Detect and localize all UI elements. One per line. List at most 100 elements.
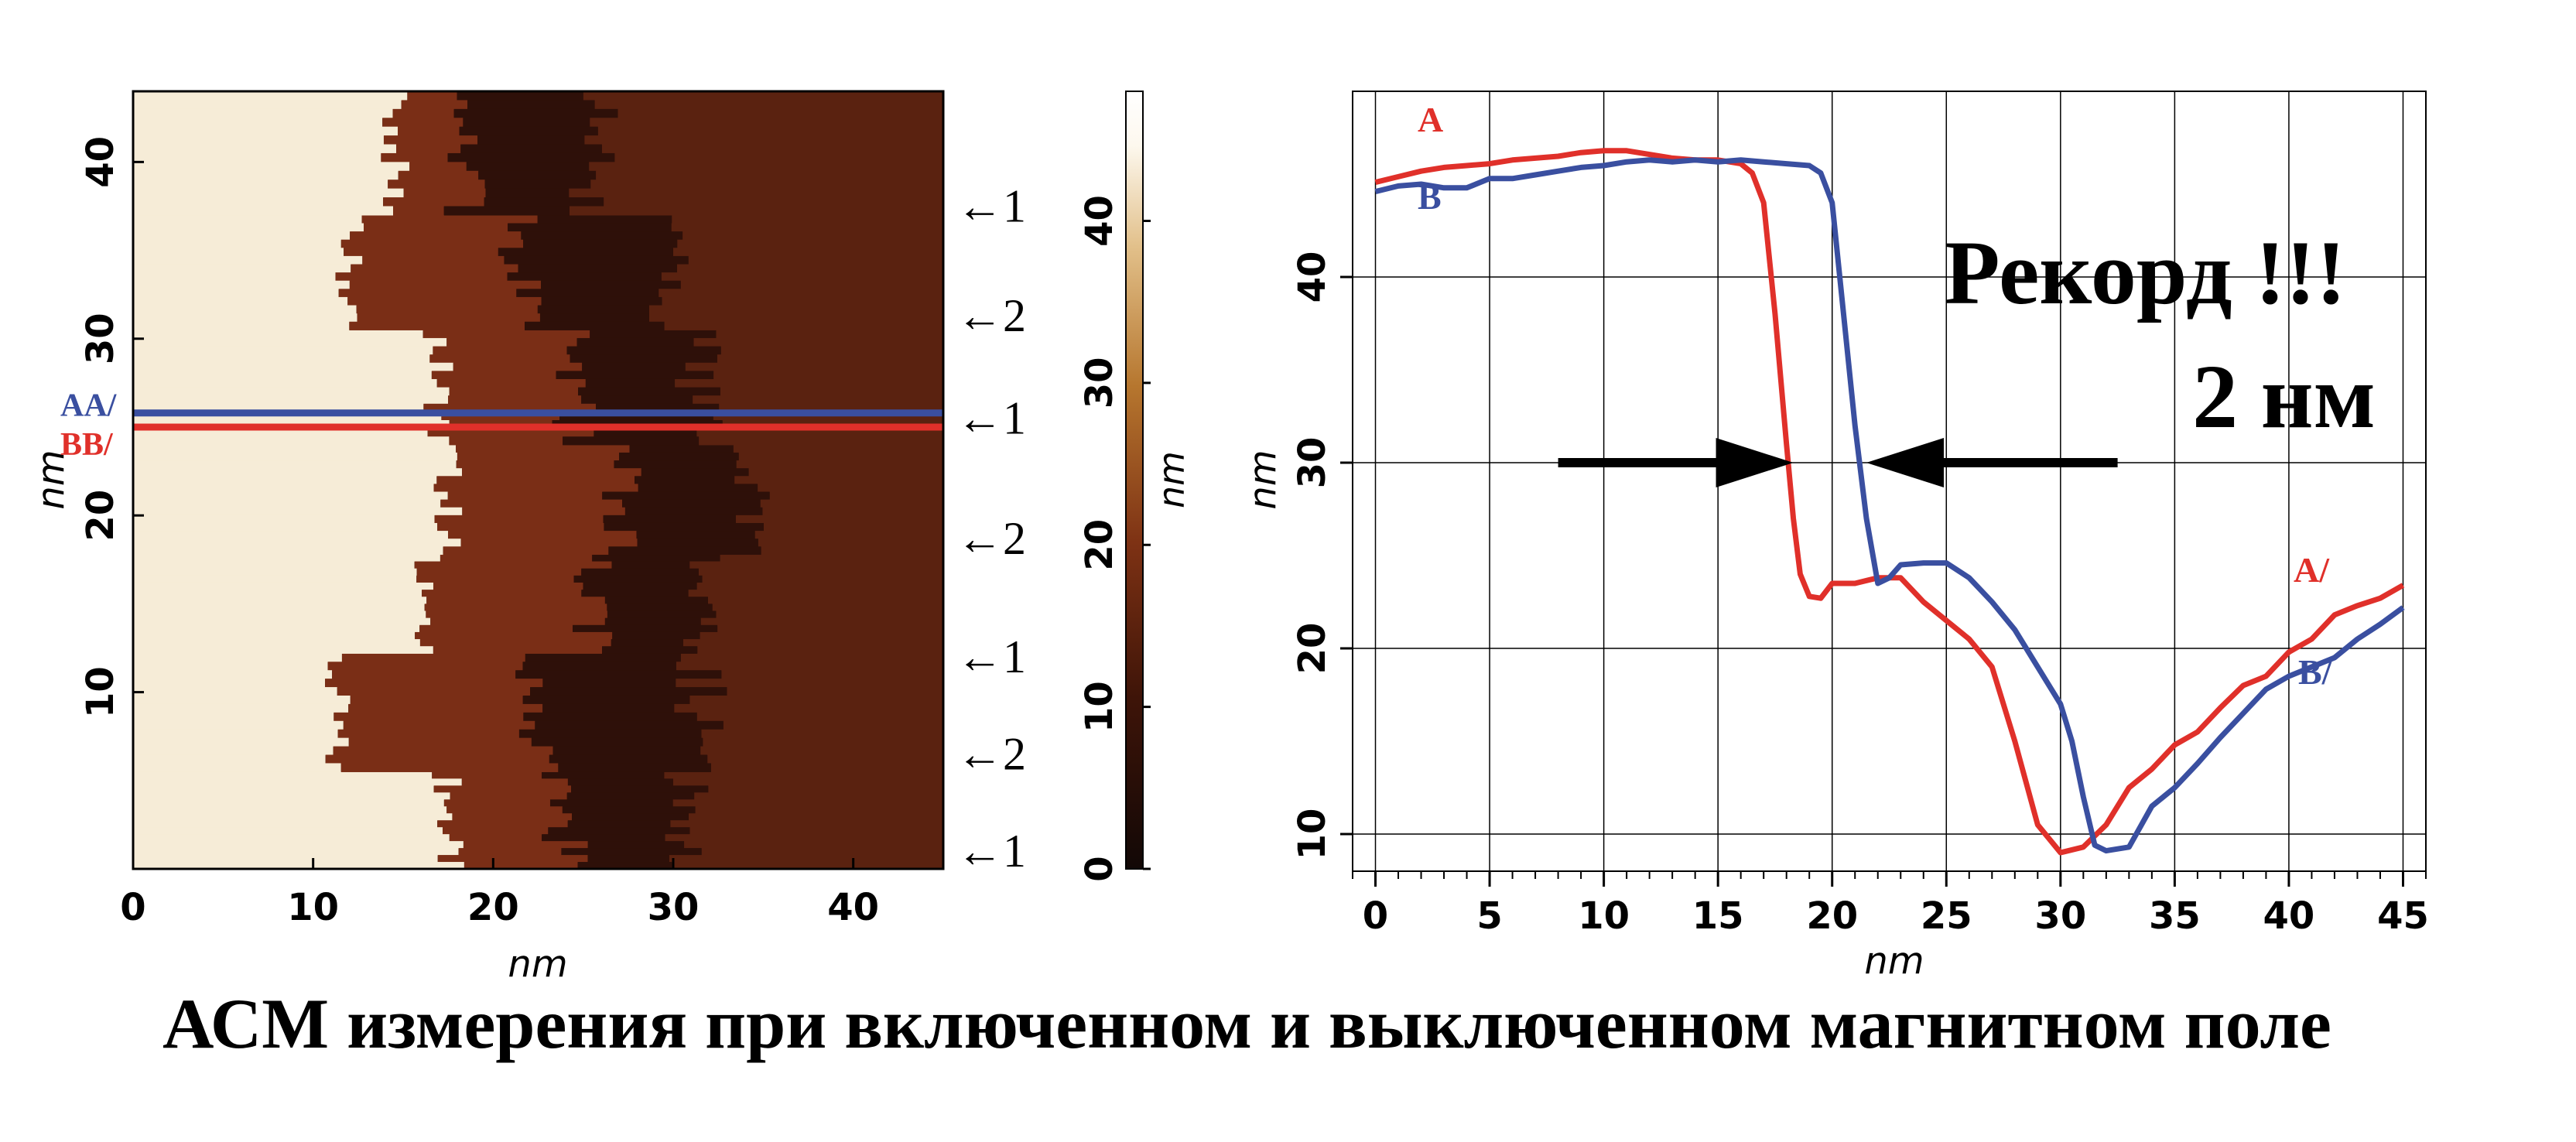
terrace-high [133,337,447,347]
terrace-high [133,248,344,257]
terrace-low [537,214,672,224]
terrace-far [676,264,943,273]
terrace-high [133,354,430,364]
terrace-mid [357,313,540,323]
terrace-high [133,575,417,583]
terrace-low [624,507,763,516]
terrace-high [133,152,381,162]
terrace-low [542,771,665,779]
terrace-high [133,670,333,679]
terrace-mid [461,778,568,786]
chart-series [1374,148,2405,856]
terrace-mid [437,522,604,532]
terrace-far [617,108,943,118]
terrace-far [720,346,943,355]
terrace-low [622,499,761,508]
terrace-high [133,313,357,323]
terrace-high [133,539,461,547]
terrace-high [133,206,394,216]
terrace-mid [325,754,549,764]
terrace-low [525,321,665,330]
terrace-mid [456,460,614,469]
terrace-far [688,813,943,821]
terrace-far [675,378,943,388]
terrace-high [133,126,399,136]
terrace-mid [337,687,531,696]
terrace-high [133,280,350,289]
terrace-far [648,313,943,323]
terrace-low [478,170,597,180]
map-x-tick-label: 10 [287,886,339,929]
colorbar: 0 10 20 30 40 nm [1078,91,1192,882]
terrace-far [659,289,943,298]
chart-x-tick-label: 10 [1578,894,1630,938]
profile-line-labels: AA/BB/ [60,388,118,463]
terrace-high [133,214,362,224]
terrace-low [453,108,618,118]
terrace-mid [462,468,641,477]
terrace-low [460,144,602,154]
series-labels: A A/B B/ [1418,100,2333,692]
terrace-mid [419,639,611,647]
map-frame [132,90,945,870]
terrace-high [133,848,459,856]
terrace-high [133,834,450,842]
chart-x-ticks: 0 5 10 15 20 25 30 35 40 45 [1352,871,2429,938]
terrace-high [133,631,416,640]
terrace-far [689,827,943,835]
terrace-low [587,855,669,863]
terrace-low [563,436,700,446]
colorbar-ticks: 0 10 20 30 40 [1078,195,1151,882]
terrace-mid [433,646,603,654]
terrace-mid [401,100,468,110]
terrace-far [700,631,943,640]
chart-x-tick-label: 35 [2149,894,2201,938]
terrace-far [748,468,943,477]
terrace-mid [364,223,508,232]
terrace-low [531,737,703,747]
terrace-far [662,296,943,306]
map-x-tick-label: 30 [648,886,700,929]
terrace-far [733,444,943,453]
terrace-mid [383,197,484,207]
terrace-low [604,617,701,626]
terrace-mid [327,662,523,671]
terrace-far [710,763,943,772]
terrace-mid [460,539,638,547]
terrace-low [484,180,591,190]
terrace-far [763,522,943,532]
terrace-low [582,362,686,371]
terrace-far [601,144,943,154]
terrace-far [695,806,943,814]
terrace-far [727,687,943,696]
terrace-low [576,337,694,347]
terrace-mid [448,395,582,405]
terrace-high [133,305,357,314]
terrace-mid [403,188,486,198]
terrace-far [716,610,943,619]
terrace-low [581,568,699,576]
terrace-low [457,91,583,101]
map-y-tick-label: 30 [79,313,122,364]
map-x-tick-label: 20 [467,886,519,929]
terrace-mid [430,617,605,626]
terrace-high [133,531,449,539]
terrace-mid [446,337,577,347]
terrace-high [133,687,337,696]
terrace-mid [356,305,538,314]
terrace-mid [398,126,460,136]
terrace-mid [426,597,605,604]
terrace-far [676,679,943,688]
series-end-label: A/ [2294,550,2330,590]
terrace-low [619,452,739,461]
map-x-ticks: 0 10 20 30 40 [120,858,879,929]
series-b-line [1374,157,2405,854]
terrace-high [133,754,326,764]
terrace-far [723,720,943,730]
terrace-low [477,135,585,145]
terrace-high [133,703,349,713]
map-x-axis-label: nm [508,942,567,986]
domain-markers: ←1 ←2 ←1 ←2 ←1 ←2 ←1 [956,180,1026,877]
terrace-high [133,180,388,190]
terrace-low [590,330,717,339]
